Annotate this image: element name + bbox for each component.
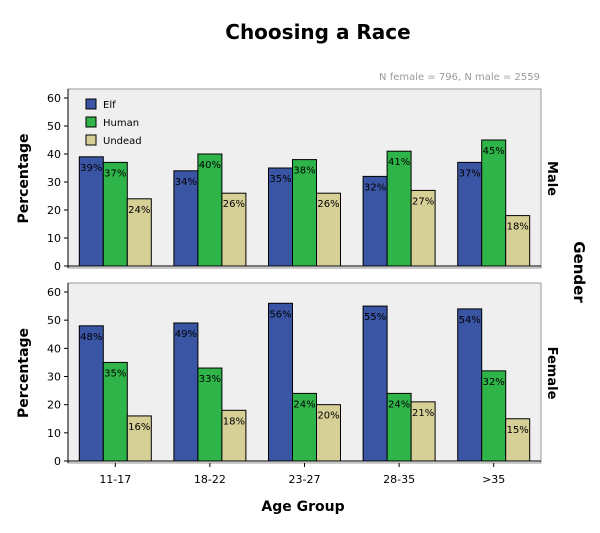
legend-swatch-human bbox=[85, 116, 97, 128]
bar-human bbox=[292, 159, 317, 267]
bar-elf bbox=[78, 156, 104, 267]
y-tick-label: 60 bbox=[47, 286, 61, 299]
y-tick-label: 10 bbox=[47, 232, 61, 245]
bar-value-label: 24% bbox=[128, 205, 150, 216]
bar-elf bbox=[362, 305, 388, 462]
bar-value-label: 34% bbox=[175, 177, 197, 188]
legend-swatch-undead bbox=[85, 134, 97, 146]
bar-undead bbox=[221, 192, 247, 267]
bar-value-label: 48% bbox=[80, 332, 102, 343]
bar-value-label: 33% bbox=[199, 374, 221, 385]
y-axis-title: Percentage bbox=[16, 133, 32, 223]
facet-label-male: Male bbox=[544, 161, 559, 196]
bar-value-label: 26% bbox=[223, 199, 245, 210]
bar-human bbox=[386, 392, 412, 462]
facet-label-female: Female bbox=[544, 347, 559, 400]
legend-label-undead: Undead bbox=[103, 136, 142, 147]
bar-undead bbox=[410, 401, 436, 462]
x-axis-title: Age Group bbox=[261, 499, 344, 515]
bar-elf bbox=[173, 322, 199, 462]
bar-value-label: 24% bbox=[388, 399, 410, 410]
legend-swatch-elf bbox=[85, 98, 97, 110]
bar-value-label: 49% bbox=[175, 329, 197, 340]
y-tick-label: 40 bbox=[47, 148, 61, 161]
bar-elf bbox=[268, 167, 293, 267]
bar-value-label: 18% bbox=[507, 222, 529, 233]
legend-label-elf: Elf bbox=[103, 100, 116, 111]
y-tick-label: 50 bbox=[47, 120, 61, 133]
bar-elf bbox=[173, 170, 199, 267]
bar-value-label: 32% bbox=[483, 377, 505, 388]
y-tick-label: 0 bbox=[54, 260, 61, 273]
panel-female: 0 10 20 30 40 50 60 Percentage Female 48% 35% 16% 49… bbox=[16, 282, 559, 486]
bar-undead bbox=[126, 415, 152, 462]
x-tick-label: 23-27 bbox=[289, 473, 321, 486]
bar-value-label: 35% bbox=[104, 368, 126, 379]
bar-value-label: 32% bbox=[364, 182, 386, 193]
bar-human bbox=[481, 139, 507, 267]
bar-value-label: 45% bbox=[483, 146, 505, 157]
y-tick-label: 10 bbox=[47, 427, 61, 440]
y-tick-label: 0 bbox=[54, 455, 61, 468]
bar-value-label: 18% bbox=[223, 416, 245, 427]
bar-undead bbox=[505, 418, 531, 462]
chart-title: Choosing a Race bbox=[225, 20, 410, 44]
bar-value-label: 35% bbox=[269, 174, 291, 185]
bar-value-label: 38% bbox=[293, 166, 315, 177]
bar-undead bbox=[221, 409, 247, 462]
bar-elf bbox=[457, 161, 483, 267]
bar-human bbox=[292, 392, 317, 462]
bar-value-label: 56% bbox=[269, 309, 291, 320]
bar-value-label: 39% bbox=[80, 163, 102, 174]
bar-elf bbox=[362, 175, 388, 267]
legend-label-human: Human bbox=[103, 118, 139, 129]
bar-elf bbox=[457, 308, 483, 462]
x-tick-label: 11-17 bbox=[99, 473, 131, 486]
bar-human bbox=[481, 370, 507, 462]
bar-undead bbox=[316, 404, 341, 462]
bar-human bbox=[197, 153, 223, 267]
bar-human bbox=[102, 161, 128, 267]
bar-human bbox=[197, 367, 223, 462]
legend: Elf Human Undead bbox=[85, 98, 142, 147]
bar-value-label: 24% bbox=[293, 399, 315, 410]
bar-value-label: 16% bbox=[128, 422, 150, 433]
bar-value-label: 37% bbox=[459, 168, 481, 179]
y-tick-label: 50 bbox=[47, 314, 61, 327]
bar-undead bbox=[316, 192, 341, 267]
bar-value-label: 55% bbox=[364, 312, 386, 323]
bar-value-label: 20% bbox=[317, 411, 339, 422]
sample-size-note: N female = 796, N male = 2559 bbox=[379, 72, 540, 83]
y-tick-label: 20 bbox=[47, 204, 61, 217]
bar-elf bbox=[268, 302, 293, 462]
bar-value-label: 26% bbox=[317, 199, 339, 210]
bar-value-label: 21% bbox=[412, 408, 434, 419]
y-tick-label: 60 bbox=[47, 92, 61, 105]
bar-human bbox=[102, 361, 128, 462]
bar-undead bbox=[505, 215, 531, 267]
y-axis-title: Percentage bbox=[16, 328, 32, 418]
facet-title: Gender bbox=[570, 241, 588, 303]
bar-value-label: 54% bbox=[459, 315, 481, 326]
y-tick-label: 30 bbox=[47, 371, 61, 384]
bar-elf bbox=[78, 325, 104, 462]
bar-undead bbox=[126, 198, 152, 267]
bar-human bbox=[386, 150, 412, 267]
x-tick-label: 18-22 bbox=[194, 473, 226, 486]
x-tick-label: 28-35 bbox=[383, 473, 415, 486]
bar-value-label: 27% bbox=[412, 196, 434, 207]
y-tick-label: 40 bbox=[47, 342, 61, 355]
bar-value-label: 40% bbox=[199, 160, 221, 171]
bar-value-label: 41% bbox=[388, 157, 410, 168]
bar-value-label: 15% bbox=[507, 425, 529, 436]
y-tick-label: 30 bbox=[47, 176, 61, 189]
bar-value-label: 37% bbox=[104, 168, 126, 179]
bar-undead bbox=[410, 189, 436, 267]
x-tick-label: >35 bbox=[482, 473, 505, 486]
y-tick-label: 20 bbox=[47, 399, 61, 412]
